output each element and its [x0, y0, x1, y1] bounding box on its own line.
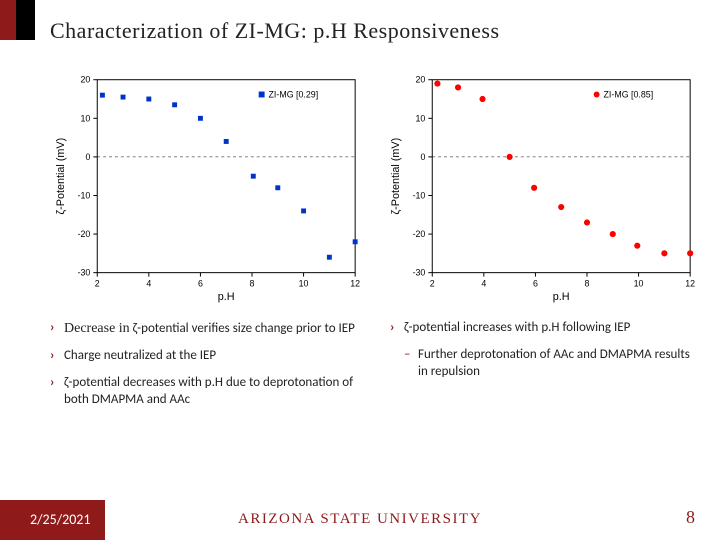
- svg-text:10: 10: [634, 278, 644, 288]
- header-decoration-red: [0, 0, 16, 40]
- svg-text:20: 20: [416, 75, 426, 85]
- svg-text:-20: -20: [413, 229, 426, 239]
- svg-text:4: 4: [146, 278, 151, 288]
- slide-footer: 2/25/2021 ARIZONA STATE UNIVERSITY 8: [0, 500, 720, 540]
- footer-affiliation: ARIZONA STATE UNIVERSITY: [238, 511, 482, 528]
- chart-left: 2 4 6 8 10 12 -30 -20 -10 0 10 20 p.H ζ-Potential (mV…: [50, 68, 365, 308]
- bullet-columns: Decrease in ζ-potential verifies size ch…: [50, 320, 700, 419]
- svg-text:-30: -30: [413, 268, 426, 278]
- svg-text:ZI-MG [0.85]: ZI-MG [0.85]: [604, 89, 654, 99]
- svg-text:p.H: p.H: [218, 291, 235, 303]
- svg-text:6: 6: [533, 278, 538, 288]
- footer-date: 2/25/2021: [30, 511, 90, 528]
- svg-text:10: 10: [416, 113, 426, 123]
- svg-text:0: 0: [85, 152, 90, 162]
- svg-text:8: 8: [585, 278, 590, 288]
- charts-row: 24681012-30-20-1001020p.Hζ-Potential (mV…: [50, 68, 700, 308]
- bullet-item: Charge neutralized at the IEP: [50, 348, 360, 365]
- bullet-item: ζ-potential increases with p.H following…: [390, 320, 700, 337]
- svg-text:4: 4: [481, 278, 486, 288]
- scatter-plot-left: 2 4 6 8 10 12 -30 -20 -10 0 10 20 p.H ζ-Potential (mV…: [50, 68, 365, 308]
- svg-text:0: 0: [420, 152, 425, 162]
- svg-text:6: 6: [198, 278, 203, 288]
- chart-right: 2 4 6 8 10 12 -30 -20 -10 0 10 20 p.H ζ-Potential (mV…: [385, 68, 700, 308]
- svg-text:-10: -10: [78, 190, 91, 200]
- bullets-right-col: ζ-potential increases with p.H following…: [390, 320, 700, 419]
- svg-text:-10: -10: [413, 190, 426, 200]
- sub-bullet-item: Further deprotonation of AAc and DMAPMA …: [390, 347, 700, 381]
- bullets-left-col: Decrease in ζ-potential verifies size ch…: [50, 320, 360, 419]
- svg-text:20: 20: [81, 75, 91, 85]
- scatter-plot-right: 2 4 6 8 10 12 -30 -20 -10 0 10 20 p.H ζ-Potential (mV…: [385, 68, 700, 308]
- svg-text:ζ-Potential (mV): ζ-Potential (mV): [55, 138, 67, 215]
- svg-text:8: 8: [250, 278, 255, 288]
- svg-text:2: 2: [95, 278, 100, 288]
- svg-text:10: 10: [299, 278, 309, 288]
- bullet-item: ζ-potential decreases with p.H due to de…: [50, 375, 360, 409]
- svg-text:ζ-Potential (mV): ζ-Potential (mV): [390, 138, 402, 215]
- svg-text:10: 10: [81, 113, 91, 123]
- svg-text:p.H: p.H: [553, 291, 570, 303]
- svg-text:12: 12: [685, 278, 695, 288]
- svg-text:-30: -30: [78, 268, 91, 278]
- bullet-item: Decrease in ζ-potential verifies size ch…: [50, 320, 360, 338]
- svg-text:ZI-MG [0.29]: ZI-MG [0.29]: [269, 89, 319, 99]
- footer-page-number: 8: [686, 507, 695, 528]
- svg-text:12: 12: [350, 278, 360, 288]
- svg-text:-20: -20: [78, 229, 91, 239]
- slide-title: Characterization of ZI-MG: p.H Responsiv…: [50, 18, 500, 44]
- svg-text:2: 2: [430, 278, 435, 288]
